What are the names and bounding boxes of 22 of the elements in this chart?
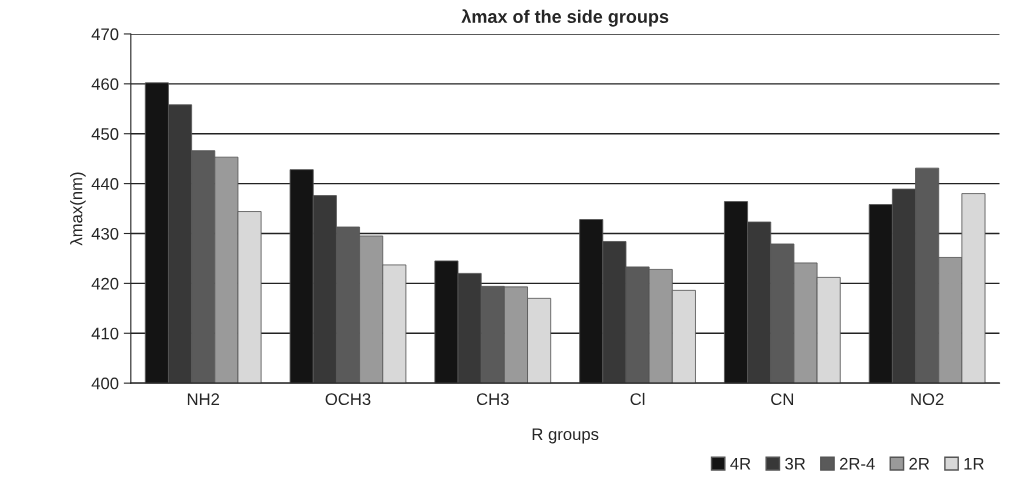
legend-label: 2R [909,457,930,470]
y-axis-title: λmax(nm) [70,172,86,246]
x-tick-label: NH2 [187,393,220,405]
y-tick-label: 420 [91,277,119,290]
y-tick-label: 460 [91,78,119,91]
x-tick-label: NO2 [911,393,944,406]
y-tick-label: 470 [91,28,119,41]
legend-label: 3R [785,457,806,470]
y-tick-label: 440 [91,178,119,190]
y-tick-label: 450 [91,128,119,140]
legend-label: 2R-4 [839,457,875,470]
x-tick-label: Cl [630,392,645,406]
legend-label: 1R [964,457,984,470]
x-axis-title: R groups [532,428,599,444]
y-tick-label: 400 [91,377,119,390]
legend-label: 4R [730,457,751,470]
chart-title: λmax of the side groups [461,9,669,27]
x-tick-label: CH3 [476,393,509,406]
x-tick-label: CN [771,393,794,406]
y-tick-label: 430 [91,227,119,240]
x-tick-label: OCH3 [325,393,371,406]
y-tick-label: 410 [91,327,119,340]
